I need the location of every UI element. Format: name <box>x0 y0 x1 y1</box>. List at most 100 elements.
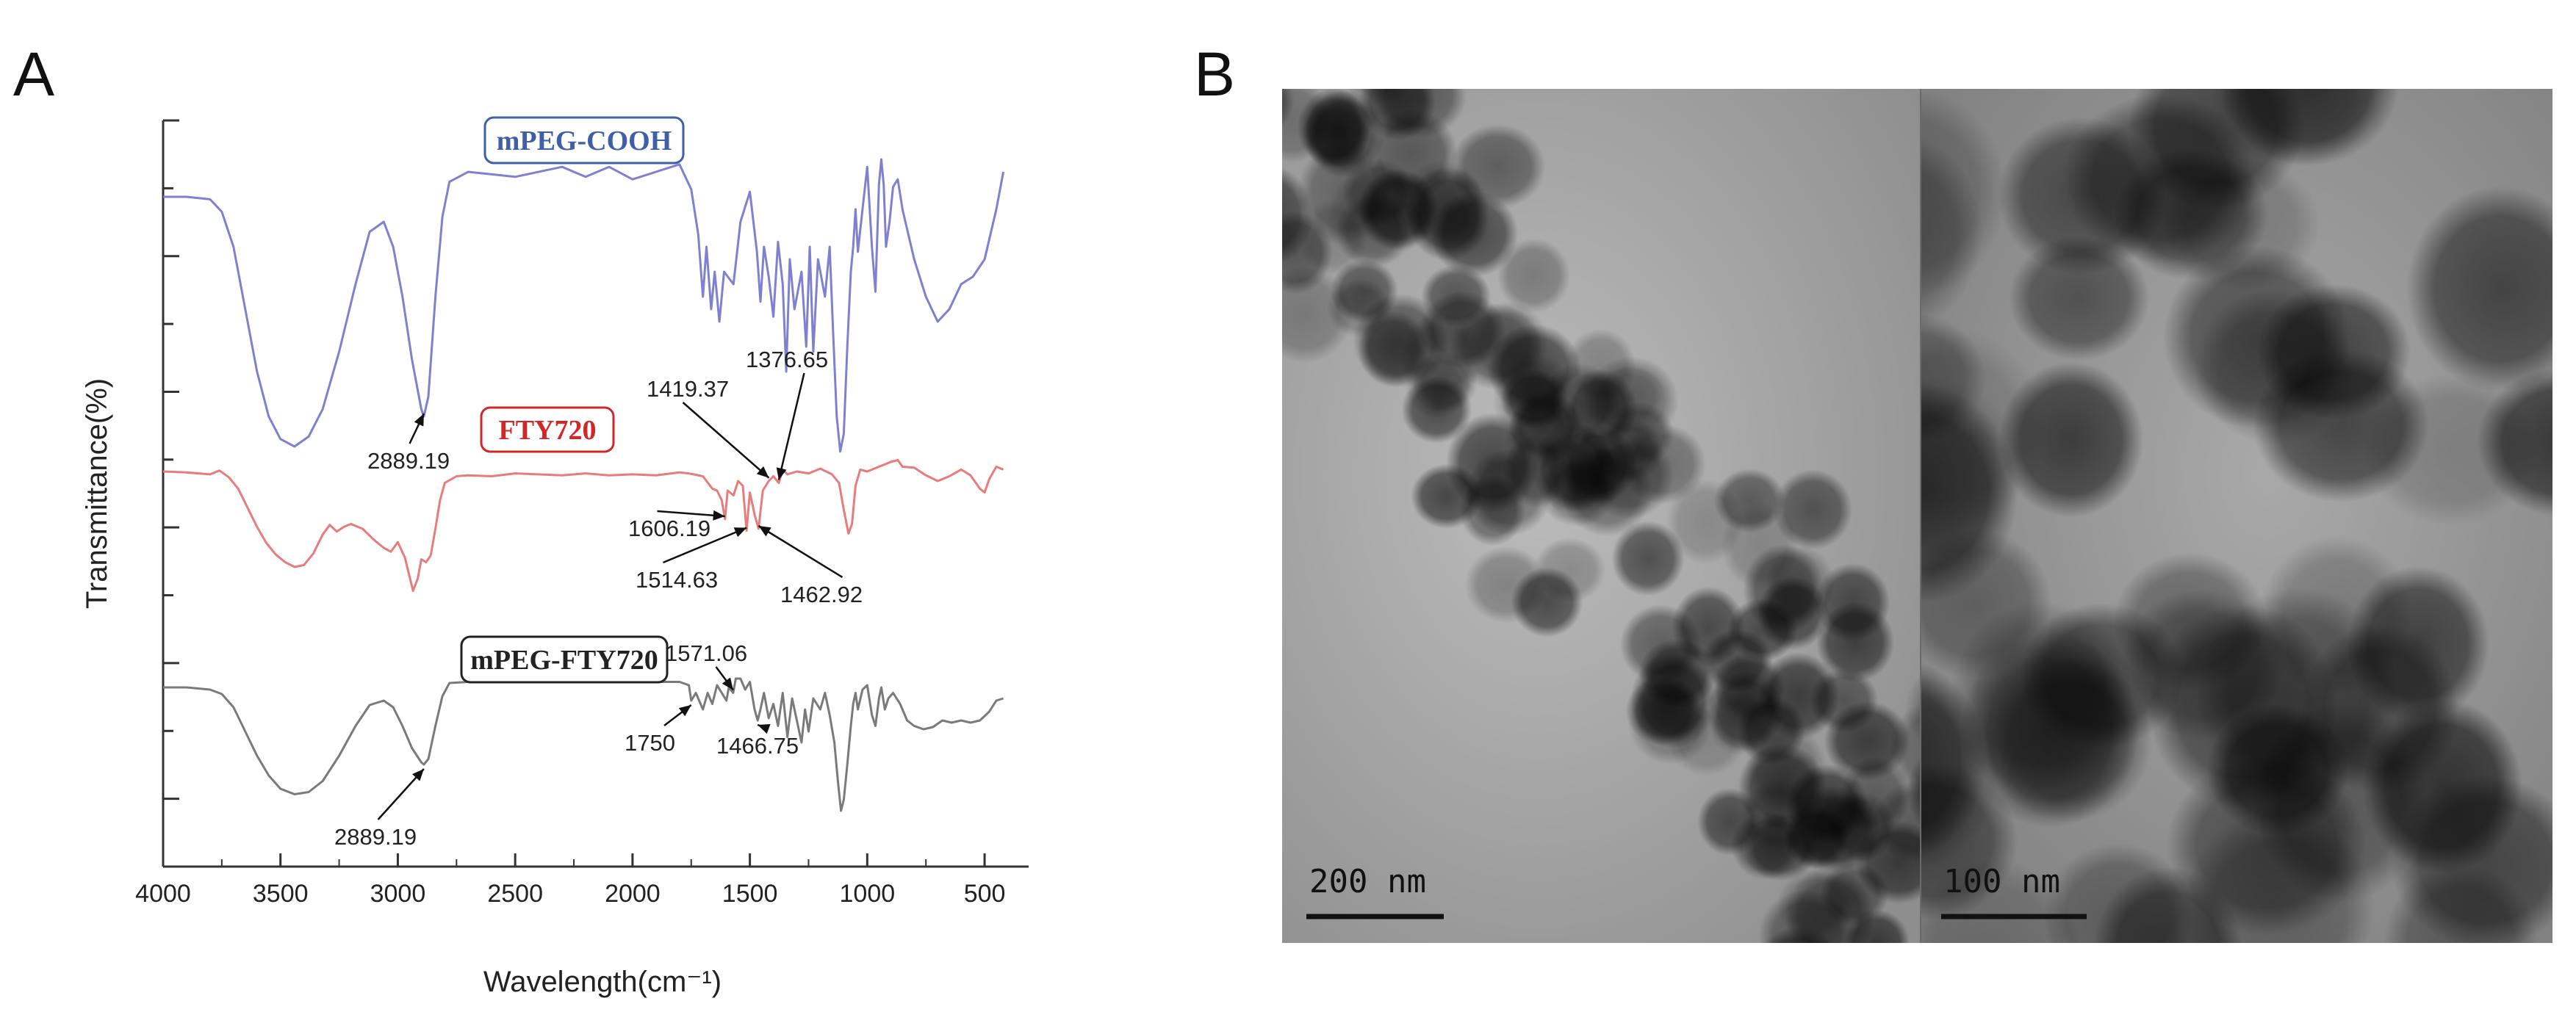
peak-annotation: 1376.65 <box>746 347 828 480</box>
peak-label: 2889.19 <box>367 448 450 474</box>
peak-label: 1419.37 <box>647 376 729 402</box>
nanoparticle <box>1497 238 1571 314</box>
nanoparticle <box>1597 365 1665 427</box>
peak-annotation: 1466.75 <box>716 723 799 759</box>
peak-annotation: 1606.19 <box>628 510 725 541</box>
series-line-mpeg-cooh <box>163 158 1005 453</box>
nanoparticle <box>1500 369 1569 430</box>
series-label-fty720: FTY720 <box>480 406 615 453</box>
nanoparticle <box>1611 521 1685 596</box>
series-line-mpeg-fty720 <box>163 677 1004 812</box>
peak-label: 2889.19 <box>334 824 417 850</box>
annotation-arrowhead <box>678 705 691 717</box>
nanoparticle <box>1773 469 1853 550</box>
series-name: mPEG-COOH <box>497 126 672 156</box>
nanoparticle <box>1998 361 2144 518</box>
x-tick-label: 1500 <box>722 880 778 908</box>
annotation-arrowhead <box>756 466 769 478</box>
annotation-arrowhead <box>758 724 771 734</box>
nanoparticle <box>1459 474 1526 546</box>
nanoparticle <box>1345 0 1414 10</box>
nanoparticle <box>2300 624 2459 795</box>
x-tick-label: 2000 <box>605 880 661 908</box>
nanoparticle <box>1785 764 1868 845</box>
y-ticks <box>163 119 179 868</box>
annotation-arrowhead <box>411 769 424 781</box>
nanoparticle <box>1619 604 1702 684</box>
peak-label: 1514.63 <box>636 567 718 593</box>
nanoparticle <box>1921 376 2024 561</box>
nanoparticle <box>2194 290 2354 444</box>
nanoparticle <box>1765 545 1835 622</box>
annotation-arrow <box>758 524 843 579</box>
tem-micrograph-right: 100 nm <box>1921 89 2552 943</box>
peak-annotation: 1514.63 <box>636 527 747 593</box>
x-ticks: 4000 3500 3000 2500 2000 1500 1000 500 <box>135 853 1005 908</box>
annotation-arrowhead <box>758 526 771 537</box>
nanoparticle <box>1843 909 1910 943</box>
nanoparticle <box>1592 417 1663 484</box>
nanoparticle <box>2093 867 2242 943</box>
panel-label-a: A <box>13 40 54 109</box>
x-axis-title: Wavelength(cm⁻¹) <box>483 966 722 998</box>
peak-annotation: 1419.37 <box>647 376 770 479</box>
annotation-arrowhead <box>414 413 424 427</box>
x-tick-label: 500 <box>964 880 1006 908</box>
series-layer <box>162 158 1005 812</box>
nanoparticle <box>1401 376 1472 444</box>
annotation-arrow <box>663 527 747 564</box>
nanoparticle <box>1234 0 1314 59</box>
nanoparticle <box>1983 657 2153 823</box>
nanoparticle <box>1727 599 1798 662</box>
series-labels: mPEG-COOH FTY720 mPEG-FTY720 <box>460 116 685 684</box>
x-tick-label: 1000 <box>840 880 896 908</box>
nanoparticle <box>1921 859 2081 943</box>
peak-annotation: 2889.19 <box>367 413 450 474</box>
nanoparticle <box>2406 186 2552 392</box>
panel-label-b: B <box>1194 40 1235 109</box>
series-label-mpeg-fty720: mPEG-FTY720 <box>460 635 669 684</box>
peak-label: 1462.92 <box>780 582 863 607</box>
nanoparticle <box>1304 90 1384 178</box>
scale-bar-label: 100 nm <box>1943 863 2060 900</box>
x-tick-label: 4000 <box>135 880 191 908</box>
nanoparticle <box>2477 368 2552 516</box>
x-tick-label: 2500 <box>487 880 543 908</box>
annotation-layer: 2889.19 1419.37 1376.65 1606.19 1514.63 1462.… <box>334 347 863 850</box>
peak-label: 1571.06 <box>665 640 747 666</box>
nanoparticle <box>2128 89 2304 211</box>
nanoparticle <box>1330 259 1398 324</box>
peak-label: 1750 <box>625 730 675 756</box>
scale-bar-label: 200 nm <box>1309 863 1426 900</box>
peak-label: 1606.19 <box>628 516 710 541</box>
nanoparticle <box>1667 706 1745 776</box>
series-line-fty720 <box>162 458 1004 592</box>
series-label-mpeg-cooh: mPEG-COOH <box>483 116 685 165</box>
peak-annotation: 2889.19 <box>334 768 425 850</box>
peak-annotation: 1750 <box>625 704 692 756</box>
nanoparticle <box>1282 211 1333 294</box>
nanoparticle <box>1231 0 1305 70</box>
y-axis-title: Transmittance(%) <box>81 378 113 609</box>
nanoparticle <box>2009 235 2150 361</box>
nanoparticle <box>1311 0 1400 57</box>
nanoparticle <box>1889 701 1921 795</box>
series-name: FTY720 <box>499 415 597 446</box>
nanoparticle <box>2148 604 2338 809</box>
x-tick-label: 3500 <box>253 880 309 908</box>
nanoparticle <box>1697 787 1763 856</box>
peak-annotation: 1571.06 <box>665 640 747 691</box>
annotation-arrowhead <box>713 510 725 521</box>
tem-micrograph-left: 200 nm <box>1231 0 1921 943</box>
peak-label: 1376.65 <box>746 347 828 372</box>
annotation-arrow <box>777 372 805 480</box>
nanoparticle <box>1921 528 2052 679</box>
nanoparticle <box>1430 191 1519 277</box>
ftir-chart: 4000 3500 3000 2500 2000 1500 1000 500 2889.19 1… <box>81 116 1029 998</box>
nanoparticle <box>1511 567 1583 637</box>
series-name: mPEG-FTY720 <box>470 645 658 676</box>
nanoparticle <box>1713 469 1785 533</box>
annotation-arrowhead <box>733 527 747 538</box>
annotation-arrowhead <box>776 467 787 480</box>
peak-annotation: 1462.92 <box>758 524 863 607</box>
